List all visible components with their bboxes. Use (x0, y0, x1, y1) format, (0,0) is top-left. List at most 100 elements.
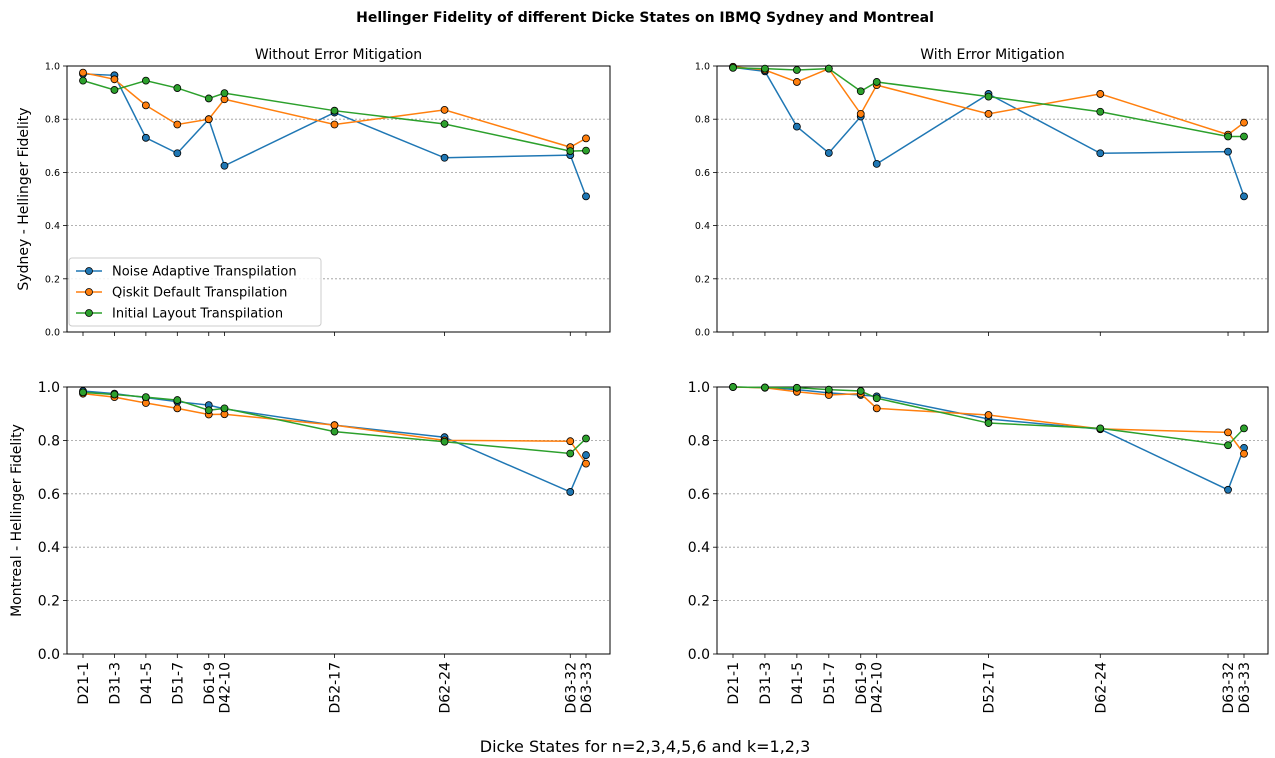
data-point (582, 192, 590, 201)
y-axis-label: Montreal - Hellinger Fidelity (9, 424, 25, 617)
x-tick-label: D41-5 (139, 662, 155, 705)
x-tick-label: D41-5 (790, 662, 806, 705)
x-tick-label: D42-10 (217, 662, 233, 713)
x-tick-label: D61-9 (202, 662, 218, 705)
y-tick-label: 0.4 (688, 540, 710, 556)
data-point (1096, 90, 1105, 98)
series-line (82, 73, 587, 197)
data-point (856, 87, 865, 96)
legend-box (68, 257, 322, 327)
series-3 (729, 63, 1248, 141)
y-tick-label: 0.6 (38, 487, 60, 503)
series-2 (729, 62, 1248, 139)
data-point (856, 109, 865, 118)
data-point (141, 76, 150, 85)
y-tick-label: 0.0 (688, 647, 710, 663)
data-point (1096, 149, 1105, 158)
legend-marker (85, 267, 93, 275)
subplot-3: 0.0 0.2 0.4 0.6 0.8 1.0 D21-1 D31-3 D41-5 D51-7 D6… (9, 380, 611, 713)
x-tick-label: D21-1 (726, 662, 742, 705)
series-line (82, 79, 587, 152)
series-3 (79, 76, 590, 156)
y-tick-label: 0.8 (688, 433, 710, 449)
data-point (440, 437, 449, 446)
x-tick-label: D51-7 (822, 662, 838, 705)
data-point (110, 390, 119, 399)
data-point (984, 92, 993, 101)
y-tick-label: 0.8 (695, 115, 710, 126)
data-point (330, 106, 339, 115)
data-point (824, 385, 833, 394)
series-1 (729, 383, 1248, 494)
x-tick-label: D63-33 (579, 662, 595, 713)
data-point (872, 159, 881, 168)
data-point (330, 120, 339, 129)
series-1 (79, 70, 590, 201)
y-tick-label: 0.0 (695, 328, 710, 339)
data-point (220, 404, 229, 413)
data-point (79, 76, 87, 85)
data-point (440, 153, 449, 162)
x-tick-label: D62-24 (1093, 662, 1109, 714)
data-point (204, 94, 213, 103)
x-tick-label: D31-3 (758, 662, 774, 705)
y-tick-label: 0.8 (38, 433, 60, 449)
series-1 (729, 63, 1248, 201)
y-tick-label: 0.4 (695, 221, 710, 232)
data-point (566, 488, 575, 496)
x-tick-label: D63-32 (563, 662, 579, 713)
plot-frame (66, 65, 611, 333)
x-tick-label: D52-17 (982, 662, 998, 713)
x-tick-label: D63-33 (1237, 662, 1253, 713)
data-point (761, 64, 769, 73)
subplot-grid: 0.0 0.2 0.4 0.6 0.8 1.0 Without Error Mitigati… (9, 47, 1269, 714)
figure-xlabel: Dicke States for n=2,3,4,5,6 and k=1,2,3 (480, 737, 811, 756)
data-point (824, 149, 833, 157)
y-tick-label: 1.0 (38, 380, 60, 396)
data-point (220, 161, 229, 170)
x-tick-label: D21-1 (76, 662, 92, 705)
data-point (1224, 441, 1232, 450)
plot-frame (716, 65, 1269, 333)
legend-label: Qiskit Default Transpilation (112, 286, 287, 301)
x-tick-label: D61-9 (854, 662, 870, 705)
subplot-2: 0.0 0.2 0.4 0.6 0.8 1.0 With Error Mitigation (695, 47, 1269, 339)
data-point (440, 120, 449, 128)
y-tick-label: 0.2 (695, 274, 710, 285)
series-line (82, 392, 587, 465)
data-point (1240, 449, 1248, 458)
data-point (824, 64, 833, 73)
series-line (732, 386, 1245, 455)
data-point (141, 101, 150, 110)
series-line (732, 67, 1244, 138)
data-point (582, 434, 590, 443)
series-3 (79, 388, 590, 458)
y-tick-label: 0.8 (45, 115, 60, 126)
data-point (792, 122, 801, 131)
y-tick-label: 1.0 (45, 62, 60, 73)
y-tick-label: 0.6 (45, 168, 60, 179)
data-point (110, 86, 119, 94)
data-point (220, 89, 229, 98)
x-tick-label: D63-32 (1221, 662, 1237, 713)
y-tick-label: 0.2 (45, 274, 60, 285)
subplot-4: 0.0 0.2 0.4 0.6 0.8 1.0 D21-1 D31-3 D41-5 D51-7 D6… (688, 380, 1269, 714)
y-tick-label: 0.6 (688, 487, 710, 503)
data-point (792, 78, 801, 86)
data-point (856, 387, 865, 395)
data-point (1224, 428, 1232, 437)
data-point (1096, 424, 1105, 433)
legend: Noise Adaptive Transpilation Qiskit Defau… (68, 257, 322, 327)
data-point (79, 388, 87, 397)
series-line (732, 386, 1245, 446)
x-tick-label: D42-10 (870, 662, 886, 713)
data-point (173, 149, 182, 158)
data-point (582, 451, 590, 459)
y-tick-label: 0.6 (695, 168, 710, 179)
y-tick-label: 0.0 (45, 328, 60, 339)
y-tick-label: 0.4 (45, 221, 60, 232)
data-point (1224, 485, 1232, 494)
data-point (582, 134, 590, 143)
figure-title: Hellinger Fidelity of different Dicke St… (356, 10, 934, 26)
